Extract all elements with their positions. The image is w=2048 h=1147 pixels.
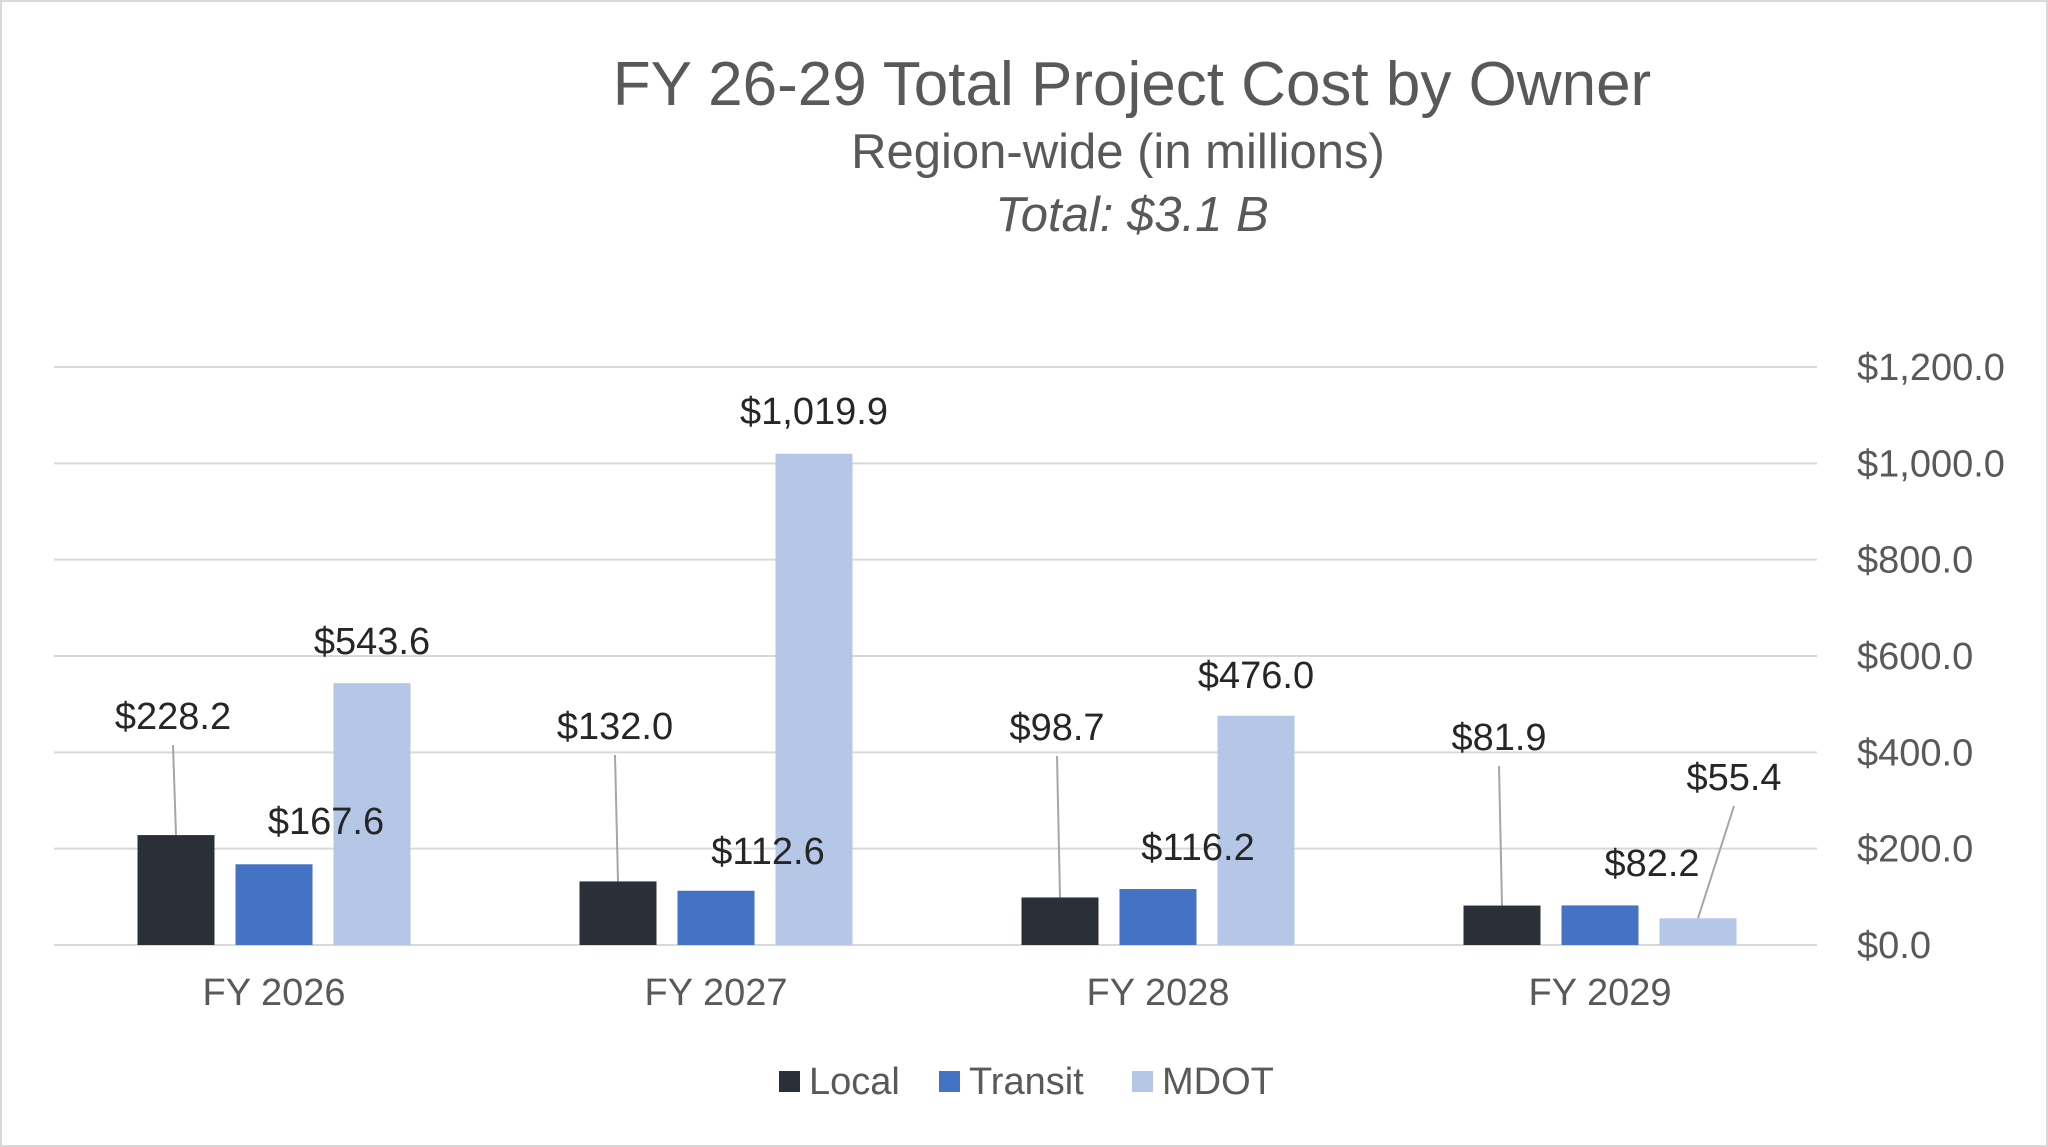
data-label: $167.6 [268, 801, 384, 843]
legend-label-local: Local [809, 1061, 900, 1103]
data-label: $82.2 [1604, 843, 1699, 885]
data-label: $543.6 [314, 621, 430, 663]
data-label: $1,019.9 [740, 391, 888, 433]
bar-transit-1 [235, 864, 313, 945]
bar-mdot-1 [333, 683, 411, 945]
x-tick-label: FY 2028 [1087, 972, 1230, 1014]
leader-line [1056, 755, 1061, 898]
bar-transit-4 [1561, 905, 1639, 945]
bar-local-4 [1463, 905, 1541, 945]
legend-swatch-transit [939, 1071, 960, 1092]
y-tick-label: $200.0 [1857, 829, 1973, 871]
data-label: $132.0 [557, 706, 673, 748]
data-label: $112.6 [711, 831, 824, 873]
bar-transit-2 [677, 890, 755, 945]
data-label: $55.4 [1686, 757, 1781, 799]
bar-local-3 [1021, 897, 1099, 945]
legend: Local Transit MDOT [779, 1061, 1274, 1103]
bar-local-1 [137, 835, 215, 945]
data-label: $228.2 [115, 696, 231, 738]
x-tick-label: FY 2029 [1529, 972, 1672, 1014]
x-tick-label: FY 2027 [645, 972, 788, 1014]
data-label: $476.0 [1198, 655, 1314, 697]
x-axis: FY 2026 FY 2027 FY 2028 FY 2029 [203, 972, 1672, 1014]
leader-lines [172, 744, 1735, 919]
leader-line [1498, 765, 1503, 906]
y-axis: $0.0 $200.0 $400.0 $600.0 $800.0 $1,000.0 $1,2… [1857, 347, 2005, 967]
legend-label-transit: Transit [969, 1061, 1084, 1103]
data-label: $116.2 [1141, 827, 1254, 869]
chart-title: FY 26-29 Total Project Cost by Owner [613, 50, 1651, 119]
bar-mdot-3 [1217, 715, 1295, 945]
legend-swatch-mdot [1132, 1071, 1153, 1092]
bars [137, 453, 1737, 945]
y-tick-label: $400.0 [1857, 732, 1973, 774]
chart-subtitle: Region-wide (in millions) [851, 125, 1385, 179]
y-tick-label: $1,000.0 [1857, 443, 2005, 485]
chart-total: Total: $3.1 B [995, 188, 1268, 242]
bar-transit-3 [1119, 889, 1197, 945]
bar-mdot-4 [1659, 918, 1737, 945]
y-tick-label: $1,200.0 [1857, 347, 2005, 389]
data-labels: $228.2 $132.0 $98.7 $81.9 $167.6 $112.6 $116.2… [115, 391, 1782, 885]
y-tick-label: $600.0 [1857, 636, 1973, 678]
data-label: $81.9 [1451, 717, 1546, 759]
bar-mdot-2 [775, 453, 853, 945]
y-tick-label: $0.0 [1857, 925, 1931, 967]
x-tick-label: FY 2026 [203, 972, 346, 1014]
legend-swatch-local [779, 1071, 800, 1092]
y-tick-label: $800.0 [1857, 540, 1973, 582]
leader-line [1697, 805, 1735, 919]
leader-line [614, 754, 619, 882]
leader-line [172, 744, 177, 836]
bar-local-2 [579, 881, 657, 945]
legend-label-mdot: MDOT [1162, 1061, 1274, 1103]
data-label: $98.7 [1009, 707, 1104, 749]
